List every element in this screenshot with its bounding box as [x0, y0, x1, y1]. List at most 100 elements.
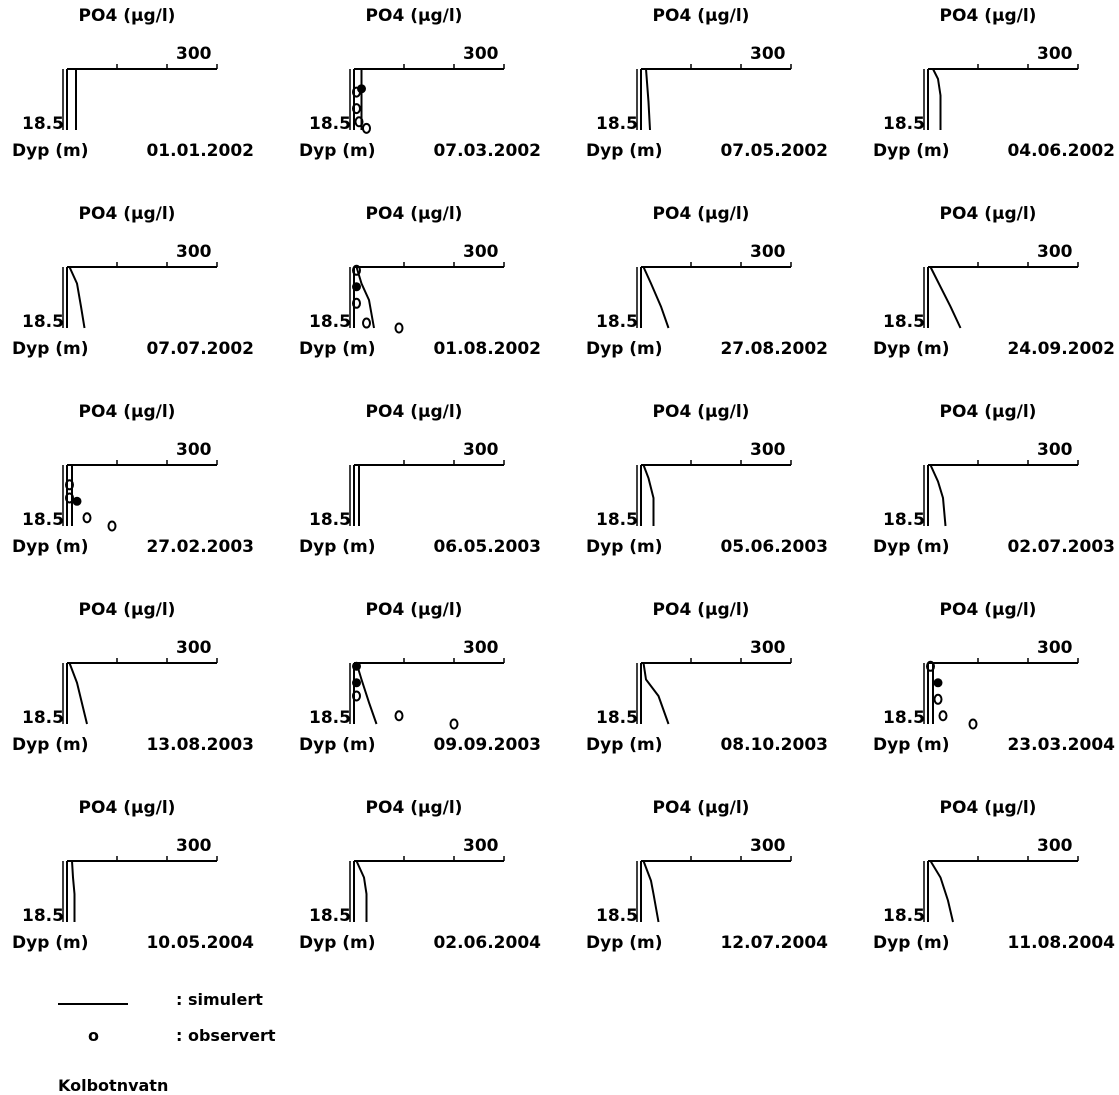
depth-tick-label: 18.5 — [309, 312, 351, 332]
profile-panel: PO4 (µg/l) 300 18.5 Dyp (m) 07.05.2002 — [574, 0, 861, 190]
depth-tick-label: 18.5 — [883, 906, 925, 926]
x-max-tick-label: 300 — [1037, 836, 1073, 856]
profile-panel: PO4 (µg/l) 300 18.5 Dyp (m) 02.07.2003 — [861, 396, 1119, 586]
profile-panel: PO4 (µg/l) 300 18.5 Dyp (m) 06.05.2003 — [287, 396, 574, 586]
simulated-profile-line — [642, 662, 670, 725]
profile-plot — [923, 262, 1079, 329]
simulated-profile-line — [68, 266, 86, 329]
depth-tick-label: 18.5 — [596, 510, 638, 530]
panel-title: PO4 (µg/l) — [78, 402, 176, 422]
profile-panel: PO4 (µg/l) 300 18.5 Dyp (m) 07.07.2002 — [0, 198, 287, 388]
depth-tick-label: 18.5 — [883, 708, 925, 728]
panel-date: 10.05.2004 — [146, 933, 254, 953]
panel-date: 08.10.2003 — [720, 735, 828, 755]
panel-date: 06.05.2003 — [433, 537, 541, 557]
simulated-profile-line — [355, 860, 368, 922]
panel-date: 02.06.2004 — [433, 933, 541, 953]
panel-date: 04.06.2002 — [1007, 141, 1115, 161]
panel-title: PO4 (µg/l) — [939, 6, 1037, 26]
observed-point-overlap — [352, 282, 361, 292]
depth-tick-label: 18.5 — [596, 312, 638, 332]
lake-name: Kolbotnvatn — [58, 1076, 169, 1095]
depth-tick-label: 18.5 — [309, 114, 351, 134]
simulated-profile-line — [71, 860, 76, 922]
simulated-profile-line — [68, 662, 88, 725]
y-axis-label: Dyp (m) — [586, 933, 663, 953]
observed-point — [352, 297, 361, 309]
profile-panel: PO4 (µg/l) 300 18.5 Dyp (m) 01.08.2002 — [287, 198, 574, 388]
y-axis-label: Dyp (m) — [12, 933, 89, 953]
panel-title: PO4 (µg/l) — [939, 798, 1037, 818]
panel-date: 24.09.2002 — [1007, 339, 1115, 359]
profile-plot — [349, 262, 505, 334]
legend-simulated-label: : simulert — [176, 990, 263, 1009]
x-max-tick-label: 300 — [463, 638, 499, 658]
observed-point — [362, 317, 371, 329]
y-axis-label: Dyp (m) — [586, 735, 663, 755]
depth-tick-label: 18.5 — [309, 708, 351, 728]
depth-tick-label: 18.5 — [22, 510, 64, 530]
observed-point — [968, 718, 978, 730]
depth-tick-label: 18.5 — [309, 906, 351, 926]
observed-point — [362, 122, 371, 134]
x-max-tick-label: 300 — [750, 242, 786, 262]
depth-tick-label: 18.5 — [883, 510, 925, 530]
depth-tick-label: 18.5 — [309, 510, 351, 530]
simulated-profile-line — [645, 68, 651, 131]
depth-tick-label: 18.5 — [883, 114, 925, 134]
x-max-tick-label: 300 — [750, 44, 786, 64]
simulated-profile-line — [355, 662, 378, 725]
profile-plot — [636, 460, 792, 526]
depth-tick-label: 18.5 — [596, 708, 638, 728]
y-axis-label: Dyp (m) — [873, 141, 950, 161]
y-axis-label: Dyp (m) — [299, 735, 376, 755]
y-axis-label: Dyp (m) — [873, 735, 950, 755]
profile-panel: PO4 (µg/l) 300 18.5 Dyp (m) 27.08.2002 — [574, 198, 861, 388]
simulated-profile-line — [642, 464, 655, 526]
depth-tick-label: 18.5 — [22, 708, 64, 728]
panel-title: PO4 (µg/l) — [365, 204, 463, 224]
x-max-tick-label: 300 — [176, 44, 212, 64]
depth-tick-label: 18.5 — [596, 906, 638, 926]
y-axis-label: Dyp (m) — [299, 141, 376, 161]
panel-title: PO4 (µg/l) — [939, 402, 1037, 422]
depth-tick-label: 18.5 — [22, 312, 64, 332]
profile-panel: PO4 (µg/l) 300 18.5 Dyp (m) 11.08.2004 — [861, 792, 1119, 982]
profile-plot — [636, 64, 792, 131]
panel-date: 09.09.2003 — [433, 735, 541, 755]
observed-point — [107, 520, 117, 532]
y-axis-label: Dyp (m) — [12, 339, 89, 359]
observed-point — [449, 718, 459, 730]
y-axis-label: Dyp (m) — [586, 537, 663, 557]
y-axis-label: Dyp (m) — [12, 141, 89, 161]
panel-title: PO4 (µg/l) — [365, 798, 463, 818]
profile-plot — [636, 262, 792, 329]
profile-panel: PO4 (µg/l) 300 18.5 Dyp (m) 10.05.2004 — [0, 792, 287, 982]
simulated-profile-line — [929, 464, 947, 527]
profile-panel: PO4 (µg/l) 300 18.5 Dyp (m) 04.06.2002 — [861, 0, 1119, 190]
panel-date: 07.05.2002 — [720, 141, 828, 161]
y-axis-label: Dyp (m) — [873, 933, 950, 953]
y-axis-label: Dyp (m) — [299, 933, 376, 953]
panel-title: PO4 (µg/l) — [365, 6, 463, 26]
observed-point-overlap — [352, 678, 361, 688]
profile-panel: PO4 (µg/l) 300 18.5 Dyp (m) 08.10.2003 — [574, 594, 861, 784]
panel-date: 27.02.2003 — [146, 537, 254, 557]
profile-plot — [923, 460, 1079, 527]
observed-point — [926, 660, 935, 672]
x-max-tick-label: 300 — [1037, 638, 1073, 658]
panel-date: 27.08.2002 — [720, 339, 828, 359]
panel-title: PO4 (µg/l) — [939, 204, 1037, 224]
profile-plot — [636, 856, 792, 923]
profile-plot — [349, 64, 505, 134]
profile-plot — [62, 460, 218, 532]
panel-title: PO4 (µg/l) — [652, 798, 750, 818]
panel-date: 11.08.2004 — [1007, 933, 1115, 953]
observed-point-overlap — [72, 496, 82, 506]
x-max-tick-label: 300 — [750, 836, 786, 856]
observed-point — [82, 512, 92, 524]
x-max-tick-label: 300 — [176, 836, 212, 856]
profile-panel: PO4 (µg/l) 300 18.5 Dyp (m) 02.06.2004 — [287, 792, 574, 982]
panel-date: 02.07.2003 — [1007, 537, 1115, 557]
profile-panel: PO4 (µg/l) 300 18.5 Dyp (m) 05.06.2003 — [574, 396, 861, 586]
